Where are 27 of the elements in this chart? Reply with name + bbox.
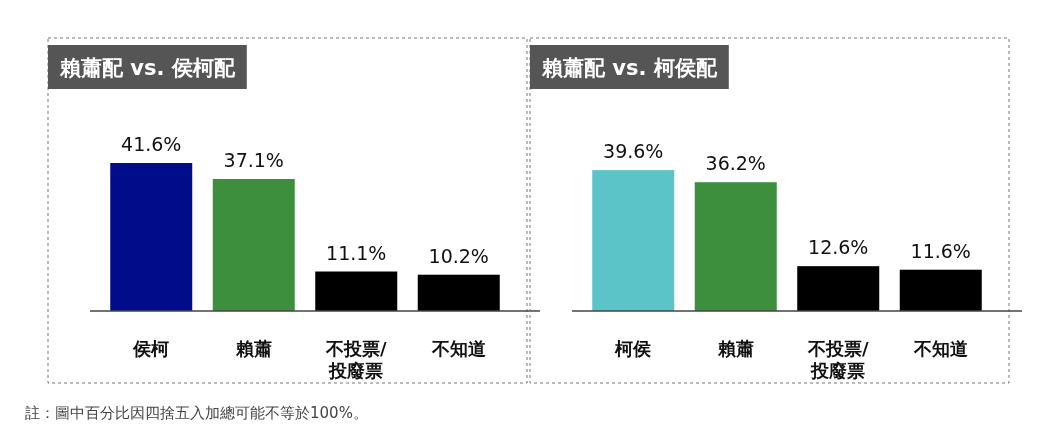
chart-title: 賴蕭配 vs. 侯柯配 (59, 56, 236, 80)
x-tick-label: 不知道 (430, 338, 486, 359)
text: 註：圖中百分比因四捨五入加總可能不等於100%。 (25, 404, 368, 422)
data-label: 41.6% (121, 133, 182, 155)
bar (797, 266, 880, 311)
data-label: 11.6% (910, 239, 971, 262)
data-label: 11.1% (326, 241, 387, 264)
bar (110, 163, 193, 311)
x-tick-label: 不知道 (912, 338, 968, 359)
bar (694, 182, 777, 311)
x-tick-label: 賴蕭 (716, 338, 754, 359)
data-label: 39.6% (603, 140, 664, 163)
data-label: 12.6% (808, 236, 869, 259)
bar (212, 179, 295, 311)
x-tick-label: 不投票/投廢票 (324, 338, 387, 381)
bar (899, 269, 982, 311)
bar (592, 170, 675, 311)
x-tick-label: 不投票/投廢票 (806, 338, 869, 381)
x-tick-label: 賴蕭 (234, 338, 272, 359)
data-label: 37.1% (223, 149, 284, 172)
chart-title: 賴蕭配 vs. 柯侯配 (541, 56, 718, 80)
bar (315, 271, 398, 311)
x-tick-label: 侯柯 (132, 338, 170, 359)
x-tick-label: 柯侯 (614, 338, 653, 359)
data-label: 10.2% (428, 244, 489, 267)
data-label: 36.2% (705, 152, 766, 175)
bar (417, 274, 500, 311)
